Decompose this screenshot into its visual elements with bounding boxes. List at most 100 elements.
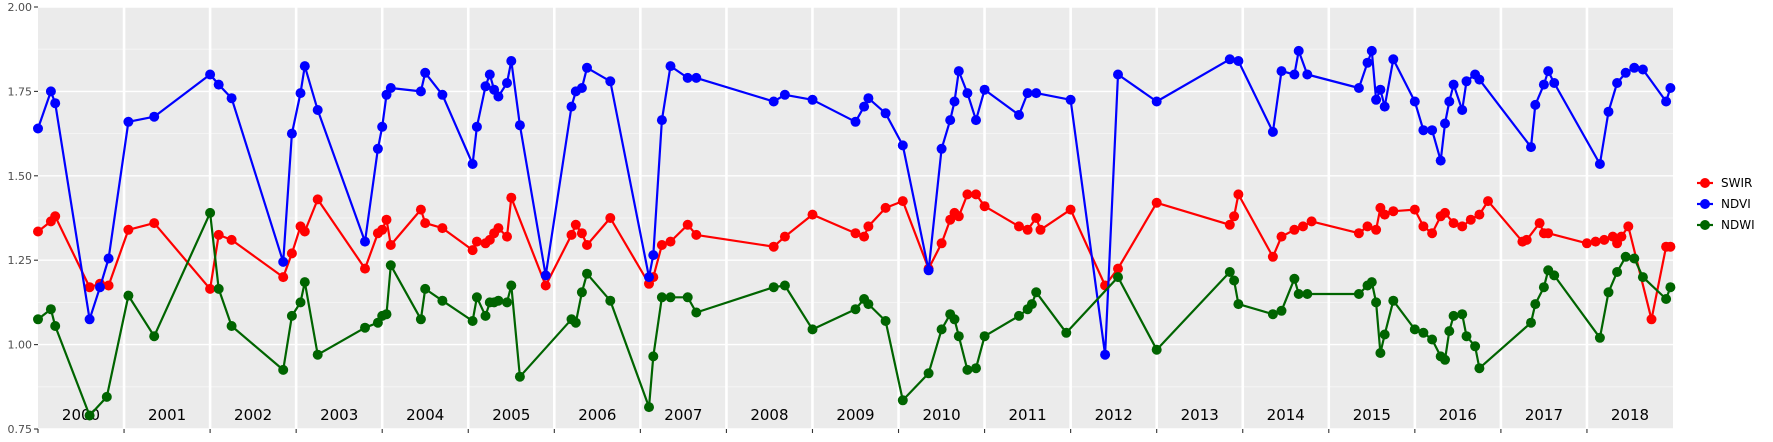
data-point-ndwi [286, 310, 297, 321]
year-label: 2007 [664, 406, 702, 424]
data-point-swir [570, 219, 581, 230]
data-point-ndvi [1538, 79, 1549, 90]
data-point-ndvi [1603, 106, 1614, 117]
data-point-ndvi [1293, 45, 1304, 56]
data-point-swir [1623, 221, 1634, 232]
data-point-swir [299, 226, 310, 237]
data-point-ndvi [880, 108, 891, 119]
y-tick-label: 1.75 [8, 85, 33, 98]
data-point-swir [1031, 213, 1042, 223]
data-point-ndvi [863, 93, 874, 104]
data-point-ndwi [1366, 277, 1377, 288]
data-point-ndvi [33, 123, 43, 134]
series-ndvi [33, 45, 1676, 360]
year-label: 2017 [1525, 406, 1563, 424]
data-point-ndvi [84, 314, 95, 325]
data-point-ndwi [1448, 310, 1459, 321]
data-point-ndvi [493, 91, 504, 102]
data-point-ndvi [286, 128, 297, 139]
data-point-ndwi [1293, 289, 1304, 299]
data-point-swir [1590, 236, 1601, 247]
data-point-ndwi [1388, 295, 1399, 306]
data-point-swir [360, 263, 370, 274]
data-point-ndvi [1448, 79, 1459, 90]
y-tick-label: 1.50 [8, 170, 33, 183]
data-point-swir [576, 228, 587, 239]
legend-key-point [1700, 199, 1710, 209]
data-point-ndwi [1526, 317, 1536, 328]
data-point-ndwi [1224, 267, 1235, 277]
data-point-ndvi [1594, 159, 1605, 169]
data-point-ndwi [644, 402, 654, 413]
data-point-ndvi [437, 89, 448, 100]
y-tick-label: 1.25 [8, 254, 33, 267]
data-point-swir [312, 194, 323, 205]
data-point-swir [1035, 224, 1046, 235]
data-point-ndvi [471, 121, 482, 132]
data-point-swir [691, 229, 702, 240]
data-point-swir [850, 228, 861, 239]
data-point-ndwi [381, 309, 392, 320]
data-point-swir [1427, 228, 1438, 239]
data-point-swir [682, 219, 693, 230]
data-point-ndvi [648, 250, 659, 261]
data-point-swir [962, 189, 973, 200]
data-point-ndwi [897, 395, 908, 406]
data-point-ndwi [50, 321, 61, 331]
data-point-swir [471, 236, 482, 247]
data-point-ndwi [415, 314, 426, 325]
data-point-ndvi [1371, 94, 1382, 105]
data-point-ndwi [1661, 294, 1672, 304]
data-point-swir [1534, 218, 1545, 229]
data-point-ndwi [1444, 326, 1455, 337]
data-point-ndwi [1375, 348, 1386, 358]
data-point-swir [1543, 228, 1554, 239]
x-axis [37, 429, 1588, 433]
data-point-ndvi [1014, 110, 1024, 120]
data-point-ndvi [226, 93, 237, 104]
data-point-ndvi [377, 121, 388, 132]
data-point-swir [979, 201, 990, 212]
data-point-swir [953, 211, 964, 222]
data-point-ndvi [1409, 96, 1420, 107]
data-point-ndvi [45, 86, 56, 97]
data-point-ndwi [278, 364, 289, 375]
data-point-ndvi [1661, 96, 1672, 107]
data-point-swir [863, 221, 874, 232]
data-point-ndwi [779, 280, 790, 291]
data-point-ndvi [103, 253, 114, 264]
data-point-swir [103, 280, 114, 291]
legend-label: NDVI [1721, 197, 1751, 211]
year-label: 2015 [1353, 406, 1391, 424]
data-point-ndwi [1629, 253, 1640, 264]
data-point-swir [1521, 234, 1532, 245]
data-point-ndwi [962, 364, 973, 375]
data-point-ndvi [420, 67, 431, 78]
data-point-ndwi [1233, 299, 1244, 310]
series-layer [33, 45, 1676, 421]
data-point-swir [213, 229, 224, 240]
data-point-ndwi [514, 371, 525, 382]
data-point-ndwi [467, 316, 478, 326]
year-label: 2001 [148, 406, 186, 424]
data-point-swir [467, 245, 478, 256]
data-point-swir [84, 282, 95, 293]
data-point-ndvi [1665, 83, 1676, 93]
data-point-ndvi [923, 265, 934, 276]
year-label: 2016 [1439, 406, 1477, 424]
data-point-swir [1379, 209, 1390, 220]
data-point-ndwi [682, 292, 693, 303]
data-point-swir [278, 272, 289, 283]
data-point-ndvi [1100, 349, 1111, 360]
data-point-ndwi [1538, 282, 1549, 293]
legend-key-point [1700, 178, 1710, 188]
data-point-swir [1457, 221, 1468, 232]
data-point-swir [50, 211, 61, 222]
data-point-ndwi [213, 283, 224, 294]
data-point-ndwi [1151, 344, 1162, 355]
year-label: 2013 [1181, 406, 1219, 424]
data-point-ndvi [1233, 56, 1244, 66]
data-point-swir [381, 214, 392, 225]
data-point-ndwi [936, 324, 947, 335]
data-point-swir [420, 218, 431, 229]
